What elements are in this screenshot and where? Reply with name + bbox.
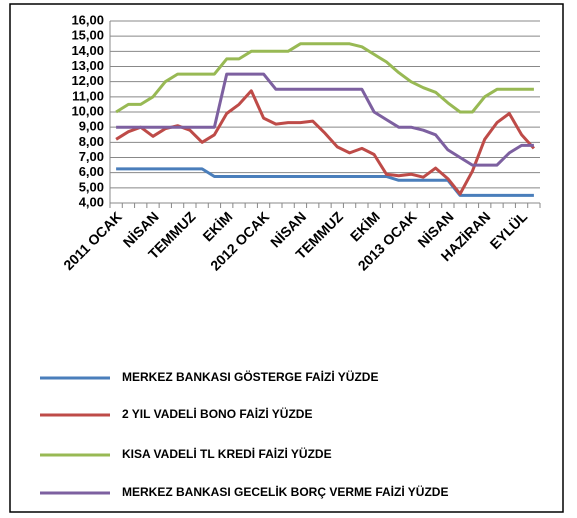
legend-label: 2 YIL VADELİ BONO FAİZİ YÜZDE [122, 406, 312, 421]
y-tick-label: 9,00 [79, 119, 104, 134]
y-tick-label: 6,00 [79, 164, 104, 179]
y-tick-label: 13,00 [71, 58, 104, 73]
y-tick-label: 10,00 [71, 103, 104, 118]
y-tick-label: 15,00 [71, 28, 104, 43]
legend-label: MERKEZ BANKASI GÖSTERGE FAİZİ YÜZDE [122, 369, 378, 384]
y-tick-label: 14,00 [71, 43, 104, 58]
y-tick-label: 12,00 [71, 73, 104, 88]
y-tick-label: 5,00 [79, 179, 104, 194]
legend-label: KISA VADELİ TL KREDİ FAİZİ YÜZDE [122, 446, 332, 461]
legend-label: MERKEZ BANKASI GECELİK BORÇ VERME FAİZİ … [122, 484, 448, 499]
y-tick-label: 11,00 [72, 88, 104, 103]
y-tick-label: 8,00 [79, 134, 104, 149]
series-line [115, 42, 534, 114]
series-line [116, 72, 534, 167]
y-tick-label: 7,00 [79, 149, 104, 164]
y-tick-label: 16,00 [71, 12, 104, 27]
series-line [116, 167, 534, 197]
y-tick-label: 4,00 [79, 194, 104, 209]
